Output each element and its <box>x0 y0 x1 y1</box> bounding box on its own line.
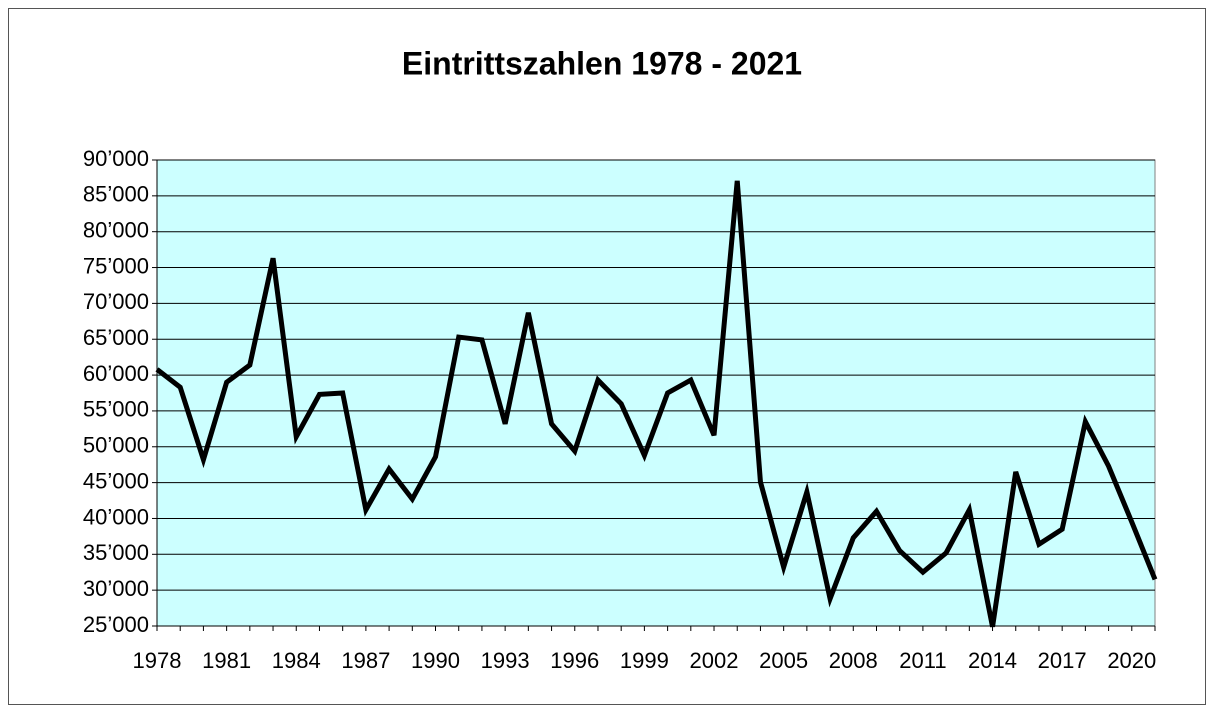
x-tick-label: 2011 <box>899 648 946 673</box>
y-tick-label: 75’000 <box>83 253 149 278</box>
chart-title: Eintrittszahlen 1978 - 2021 <box>402 45 802 81</box>
x-tick-label: 1981 <box>202 648 251 673</box>
x-tick-label: 1996 <box>550 648 599 673</box>
y-tick-label: 45’000 <box>83 468 149 493</box>
x-tick-label: 1978 <box>133 648 182 673</box>
x-tick-label: 2014 <box>968 648 1017 673</box>
x-tick-label: 2020 <box>1107 648 1156 673</box>
x-tick-label: 1999 <box>620 648 669 673</box>
y-tick-label: 35’000 <box>83 540 149 565</box>
y-tick-label: 65’000 <box>83 325 149 350</box>
y-tick-label: 50’000 <box>83 433 149 458</box>
y-tick-label: 80’000 <box>83 218 149 243</box>
y-tick-label: 60’000 <box>83 361 149 386</box>
y-tick-label: 55’000 <box>83 397 149 422</box>
y-tick-label: 30’000 <box>83 576 149 601</box>
x-tick-label: 1990 <box>411 648 460 673</box>
x-tick-label: 1993 <box>481 648 530 673</box>
y-tick-label: 25’000 <box>83 612 149 637</box>
x-tick-label: 2008 <box>829 648 878 673</box>
x-tick-label: 1987 <box>341 648 390 673</box>
x-tick-label: 1984 <box>272 648 321 673</box>
x-tick-label: 2005 <box>759 648 808 673</box>
x-tick-label: 2017 <box>1038 648 1087 673</box>
y-tick-label: 90’000 <box>83 146 149 171</box>
y-tick-label: 70’000 <box>83 289 149 314</box>
x-tick-label: 2002 <box>690 648 739 673</box>
data-line <box>155 180 1158 628</box>
y-tick-label: 85’000 <box>83 182 149 207</box>
y-tick-label: 40’000 <box>83 504 149 529</box>
